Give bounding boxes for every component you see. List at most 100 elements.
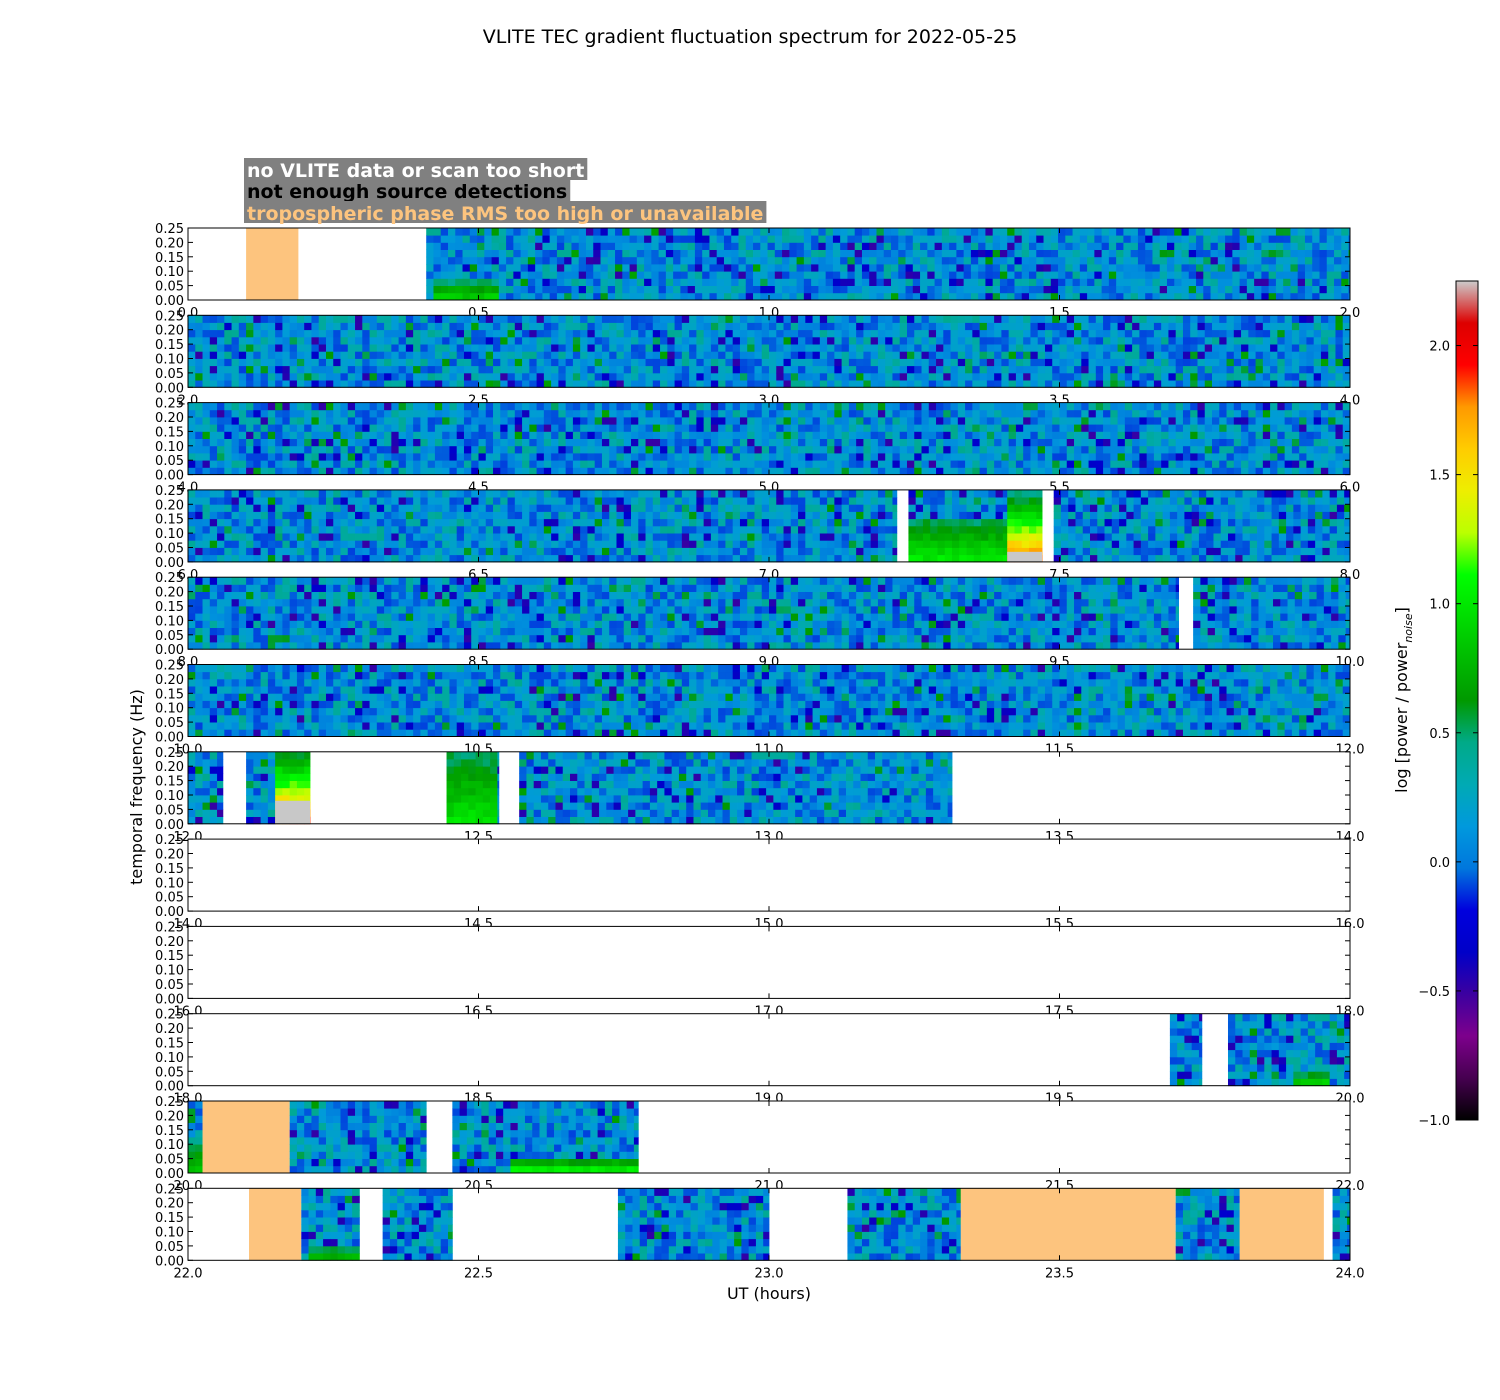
spectrum-cell (1079, 249, 1088, 258)
spectrum-cell (870, 424, 879, 432)
spectrum-cell (631, 329, 639, 338)
spectrum-cell (471, 453, 479, 461)
spectrum-cell (340, 329, 349, 338)
spectrum-cell (607, 264, 616, 272)
spectrum-cell (202, 453, 211, 461)
spectrum-cell (985, 235, 994, 243)
spectrum-cell (812, 460, 821, 468)
spectrum-cell (789, 278, 797, 286)
spectrum-cell (369, 351, 378, 359)
spectrum-cell (861, 292, 870, 301)
spectrum-cell (616, 322, 625, 331)
spectrum-cell (819, 358, 828, 367)
spectrum-cell (856, 315, 864, 323)
spectrum-cell (943, 315, 951, 323)
spectrum-cell (1225, 249, 1233, 258)
spectrum-cell (920, 242, 928, 250)
spectrum-cell (789, 285, 797, 294)
spectrum-cell (832, 278, 841, 286)
spectrum-cell (725, 365, 734, 374)
spectrum-cell (774, 242, 783, 250)
spectrum-cell (725, 351, 734, 359)
spectrum-cell (899, 460, 908, 468)
spectrum-cell (754, 467, 763, 475)
spectrum-cell (1188, 235, 1197, 243)
spectrum-cell (638, 460, 646, 468)
spectrum-cell (723, 292, 732, 301)
spectrum-cell (899, 417, 908, 425)
spectrum-cell (739, 344, 748, 352)
spectrum-cell (1306, 380, 1315, 388)
spectrum-cell (725, 409, 734, 418)
spectrum-cell (391, 547, 400, 556)
spectrum-cell (1087, 278, 1095, 286)
spectrum-cell (689, 467, 697, 475)
spectrum-cell (1110, 358, 1118, 367)
spectrum-cell (1168, 438, 1177, 447)
spectrum-cell (1239, 292, 1248, 301)
spectrum-cell (928, 431, 937, 439)
spectrum-cell (760, 228, 768, 236)
spectrum-cell (1262, 322, 1271, 331)
spectrum-cell (536, 372, 545, 381)
spectrum-cell (1008, 365, 1017, 374)
spectrum-cell (456, 445, 465, 454)
spectrum-cell (413, 445, 421, 454)
spectrum-cell (535, 256, 543, 265)
spectrum-cell (1283, 249, 1291, 258)
spectrum-cell (1123, 264, 1132, 272)
spectrum-cell (434, 518, 443, 527)
spectrum-cell (841, 322, 850, 331)
spectrum-cell (703, 417, 712, 425)
spectrum-cell (1123, 242, 1132, 250)
spectrum-cell (776, 417, 784, 425)
spectrum-cell (246, 351, 254, 359)
spectrum-cell (709, 249, 718, 258)
spectrum-cell (965, 417, 973, 425)
spectrum-cell (433, 249, 442, 258)
spectrum-cell (623, 365, 632, 374)
spectrum-cell (333, 453, 341, 461)
spectrum-cell (689, 351, 697, 359)
spectrum-cell (1283, 278, 1291, 286)
spectrum-cell (405, 315, 414, 323)
spectrum-cell (1283, 264, 1291, 272)
spectrum-cell (442, 547, 450, 556)
spectrum-cell (572, 322, 581, 331)
spectrum-cell (556, 242, 565, 250)
spectrum-cell (1124, 372, 1133, 381)
spectrum-cell (529, 445, 537, 454)
spectrum-cell (1203, 278, 1211, 286)
spectrum-cell (660, 322, 668, 331)
spectrum-cell (841, 424, 850, 432)
spectrum-cell (355, 467, 363, 475)
spectrum-cell (556, 278, 565, 286)
spectrum-cell (594, 351, 603, 359)
spectrum-cell (660, 329, 668, 338)
spectrum-cell (260, 329, 269, 338)
spectrum-cell (601, 365, 610, 374)
spectrum-cell (565, 431, 574, 439)
spectrum-cell (433, 242, 442, 250)
spectrum-cell (1197, 336, 1206, 345)
spectrum-cell (957, 315, 966, 323)
spectrum-cell (957, 424, 966, 432)
spectrum-cell (463, 322, 472, 331)
spectrum-cell (1153, 351, 1162, 359)
spectrum-cell (275, 380, 283, 388)
spectrum-cell (260, 525, 269, 534)
spectrum-cell (1248, 467, 1256, 475)
spectrum-cell (485, 445, 494, 454)
spectrum-cell (1174, 285, 1182, 294)
spectrum-cell (1270, 351, 1278, 359)
spectrum-cell (1168, 460, 1177, 468)
spectrum-cell (202, 518, 211, 527)
spectrum-cell (798, 365, 806, 374)
spectrum-cell (782, 249, 790, 258)
spectrum-cell (471, 409, 479, 418)
spectrum-cell (1132, 417, 1140, 425)
spectrum-cell (856, 344, 864, 352)
spectrum-cell (580, 322, 588, 331)
spectrum-cell (732, 351, 741, 359)
spectrum-cell (1197, 365, 1206, 374)
